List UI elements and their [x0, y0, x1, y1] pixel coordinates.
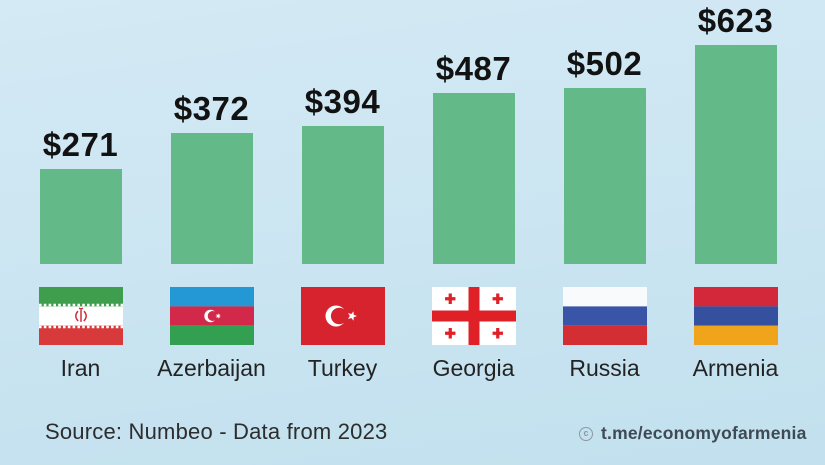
bar-area-iran: $271: [15, 0, 146, 264]
value-label-turkey: $394: [304, 82, 381, 120]
bar-rect-georgia: [432, 92, 515, 264]
country-label-iran: Iran: [60, 355, 101, 381]
value-label-georgia: $487: [435, 49, 512, 87]
country-label-turkey: Turkey: [307, 355, 378, 381]
country-label-russia: Russia: [569, 355, 640, 381]
watermark: c t.me/economyofarmenia: [579, 423, 807, 444]
bar-area-armenia: $623: [670, 0, 801, 264]
country-label-georgia: Georgia: [432, 355, 515, 381]
bar-chart: $271 Iran: [15, 0, 801, 386]
bar-rect-iran: [39, 168, 122, 264]
column-iran: $271 Iran: [15, 0, 146, 386]
country-label-azerbaijan: Azerbaijan: [157, 355, 266, 381]
georgia-flag-icon: [431, 287, 516, 345]
bar-area-russia: $502: [539, 0, 670, 264]
column-armenia: $623 Armenia: [670, 0, 801, 386]
turkey-flag-icon: [300, 287, 385, 345]
armenia-flag-icon: [693, 287, 778, 345]
iran-flag-icon: [38, 287, 123, 345]
source-caption: Source: Numbeo - Data from 2023: [45, 419, 388, 444]
column-azerbaijan: $372 Azerbaijan: [146, 0, 277, 386]
russia-flag-icon: [562, 287, 647, 345]
copyright-icon: c: [579, 426, 593, 441]
value-label-armenia: $623: [697, 2, 774, 39]
bar-area-georgia: $487: [408, 0, 539, 264]
column-turkey: $394 Turkey: [277, 0, 408, 386]
value-label-azerbaijan: $372: [173, 90, 250, 128]
bar-area-turkey: $394: [277, 0, 408, 264]
column-russia: $502 Russia: [539, 0, 670, 386]
azerbaijan-flag-icon: [169, 287, 254, 345]
country-label-armenia: Armenia: [692, 355, 779, 381]
watermark-link-text: t.me/economyofarmenia: [601, 423, 807, 443]
bar-rect-armenia: [694, 45, 777, 264]
bar-rect-russia: [563, 87, 646, 264]
value-label-russia: $502: [566, 44, 643, 82]
bar-rect-turkey: [301, 125, 384, 264]
column-georgia: $487 Georgia: [408, 0, 539, 386]
value-label-iran: $271: [42, 125, 119, 163]
bar-rect-azerbaijan: [170, 133, 253, 264]
bar-area-azerbaijan: $372: [146, 0, 277, 264]
